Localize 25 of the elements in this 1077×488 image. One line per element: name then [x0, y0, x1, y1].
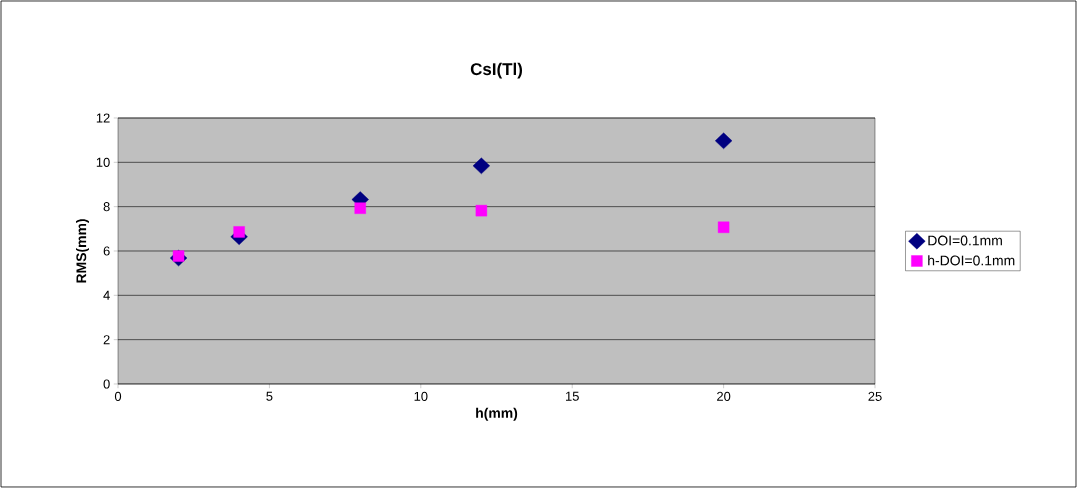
x-tick-label: 25 [868, 391, 882, 401]
y-tick-label: 8 [103, 202, 110, 212]
x-tick-label: 10 [414, 391, 428, 401]
y-tick-label: 12 [96, 113, 110, 123]
x-tick-label: 5 [266, 391, 273, 401]
point [233, 226, 245, 238]
x-tick-label: 15 [565, 391, 579, 401]
point [354, 202, 366, 214]
y-axis-title: RMS(mm) [75, 219, 89, 283]
x-tick-label: 0 [114, 391, 122, 401]
point [472, 157, 490, 175]
legend-label: DOI=0.1mm [928, 235, 1002, 246]
x-tick-label: 20 [717, 391, 731, 401]
point [475, 204, 488, 217]
legend-label: h-DOI=0.1mm [928, 255, 1015, 266]
y-tick-label: 2 [103, 335, 110, 345]
y-tick-label: 10 [96, 157, 110, 167]
y-tick-label: 6 [103, 246, 110, 256]
point [172, 250, 185, 262]
y-tick-label: 0 [103, 379, 110, 389]
point [717, 221, 730, 233]
x-axis-title: h(mm) [476, 407, 518, 421]
point [715, 132, 733, 150]
chart-title: CsI(Tl) [470, 62, 523, 79]
y-tick-label: 4 [103, 290, 110, 300]
